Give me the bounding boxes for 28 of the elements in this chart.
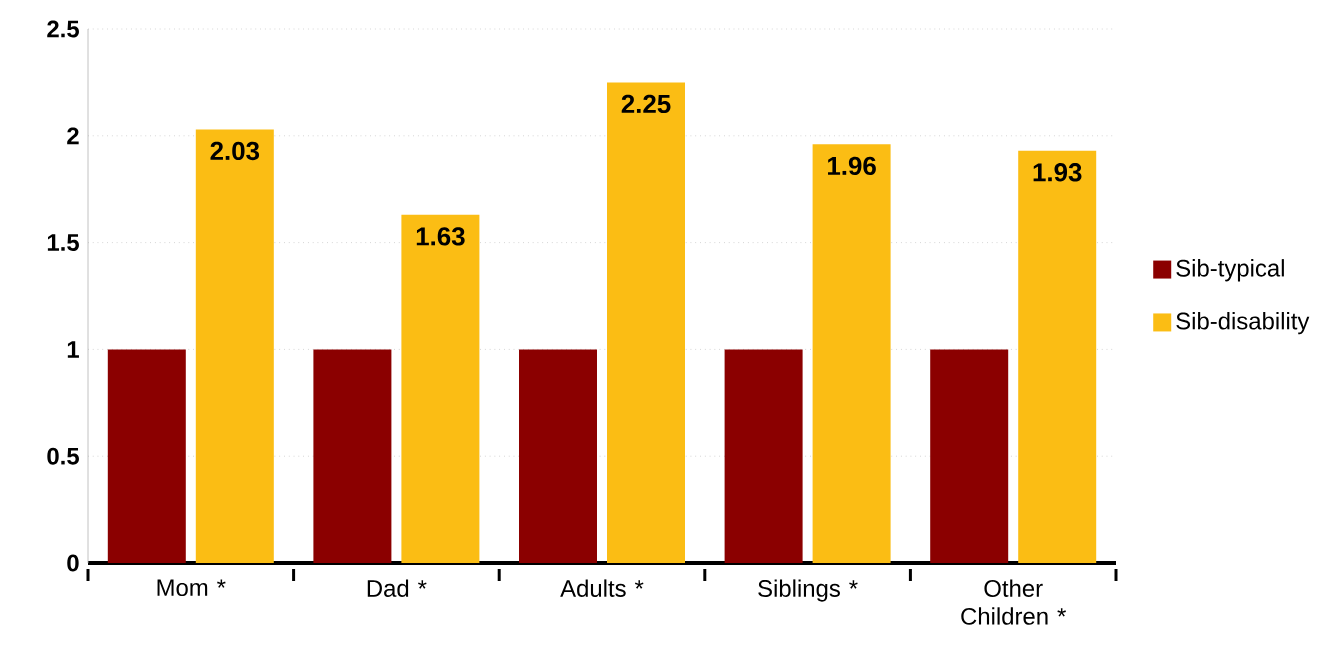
legend-label: Sib-disability — [1176, 312, 1310, 335]
y-tick-label: 2 — [67, 127, 79, 145]
bar — [930, 349, 1009, 563]
bar — [401, 214, 480, 563]
data-label: 2.25 — [621, 94, 671, 114]
data-label: 1.63 — [416, 227, 465, 246]
bar — [1018, 150, 1097, 563]
bar — [607, 82, 685, 563]
x-tick-label: Dad * — [367, 579, 427, 597]
bar — [313, 349, 392, 563]
bar — [812, 144, 891, 563]
y-tick-label: 0 — [67, 554, 79, 572]
bar — [724, 349, 803, 563]
y-tick-label: 1 — [67, 341, 79, 358]
data-label: 2.03 — [210, 141, 260, 161]
bar — [107, 349, 186, 563]
bar — [195, 129, 274, 563]
data-label: 1.93 — [1033, 163, 1082, 182]
bar — [519, 349, 597, 563]
x-tick-label: Mom * — [157, 579, 226, 597]
y-tick-label: 0.5 — [47, 447, 79, 465]
data-label: 1.96 — [828, 156, 876, 176]
x-tick-label: Siblings * — [758, 579, 858, 602]
y-tick-label: 2.5 — [47, 20, 79, 38]
x-tick-label: Other Children * — [961, 579, 1066, 625]
legend-label: Sib-typical — [1176, 259, 1284, 282]
x-tick-label: Adults * — [560, 579, 644, 597]
y-tick-label: 1.5 — [47, 234, 79, 251]
